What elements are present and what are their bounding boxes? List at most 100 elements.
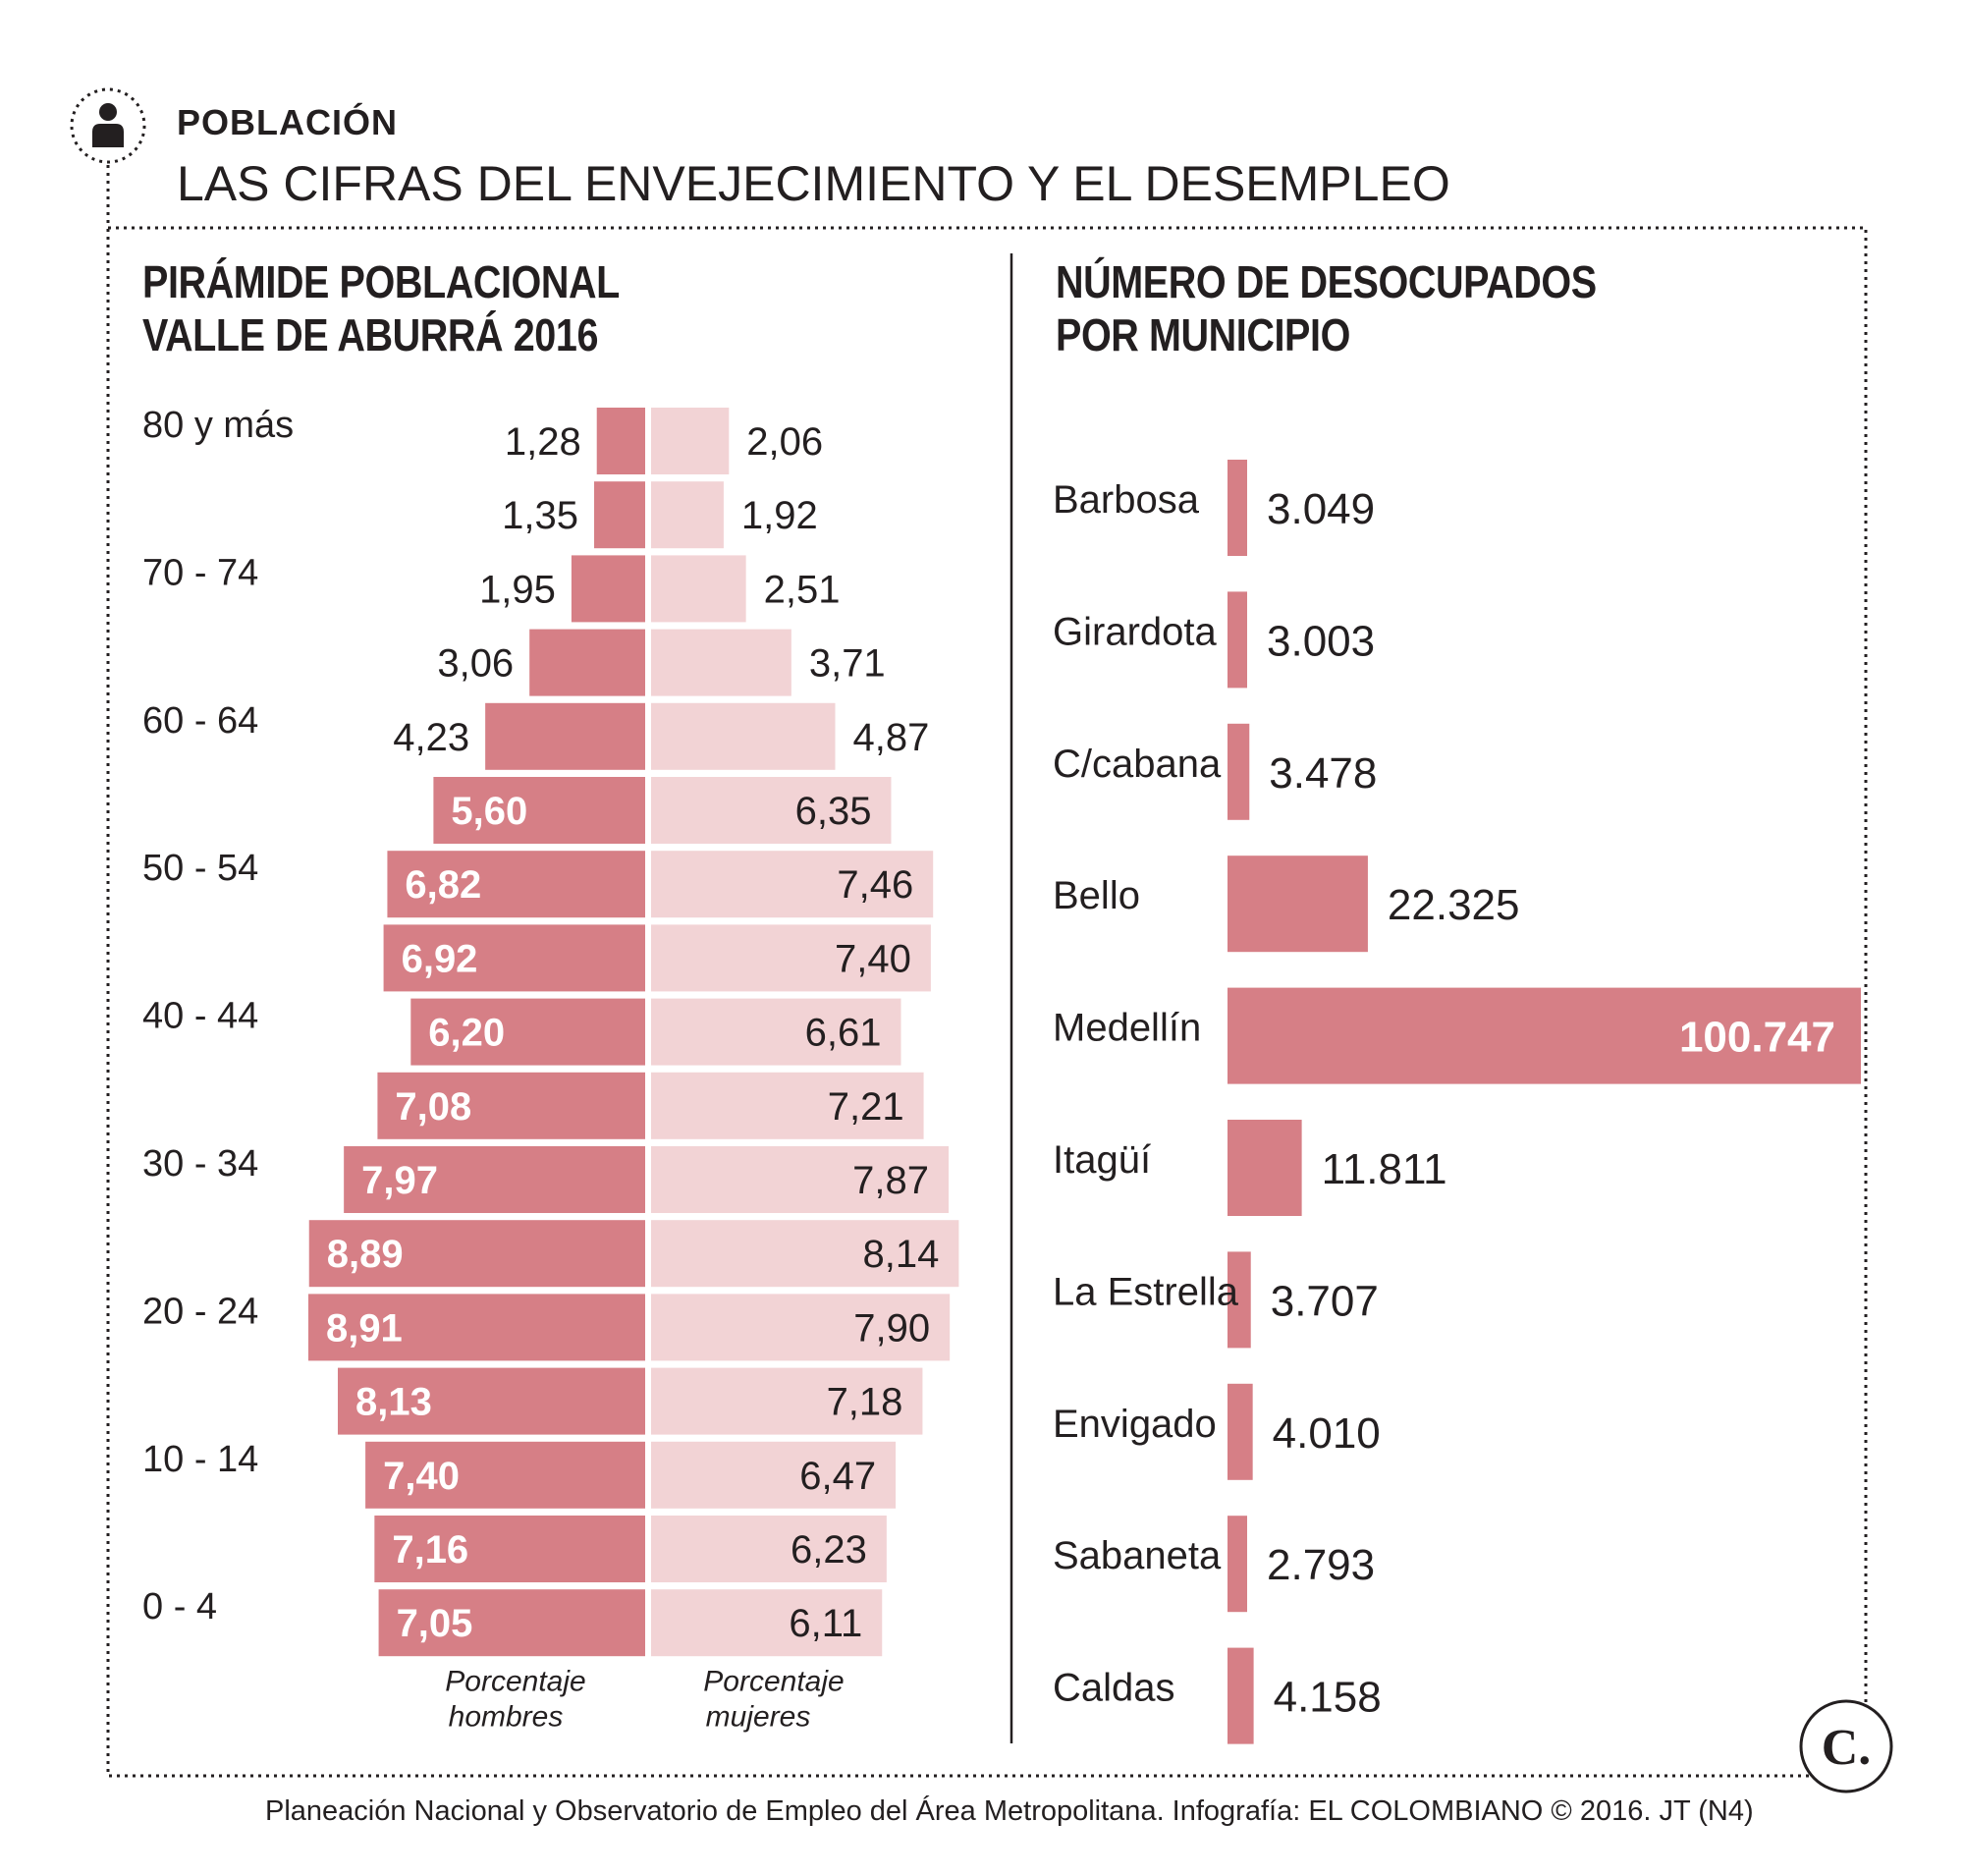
men-bar: [383, 924, 645, 992]
age-group-label: 10 - 14: [142, 1439, 258, 1480]
age-group-label: 30 - 34: [142, 1143, 258, 1185]
unemployment-value-label: 4.010: [1273, 1409, 1381, 1458]
unemployment-value-label: 100.747: [1679, 1014, 1835, 1062]
municipality-label: Bello: [1053, 874, 1140, 917]
women-bar: [651, 1146, 949, 1213]
unemployment-value-label: 22.325: [1388, 881, 1520, 929]
age-group-label: 0 - 4: [142, 1586, 217, 1628]
unemployment-bar: [1228, 1516, 1247, 1613]
women-value-label: 7,87: [852, 1159, 929, 1202]
municipality-label: Caldas: [1053, 1667, 1175, 1710]
men-value-label: 5,60: [451, 790, 527, 833]
unemployment-bar: [1228, 460, 1247, 556]
page-title: LAS CIFRAS DEL ENVEJECIMIENTO Y EL DESEM…: [177, 156, 1450, 211]
municipality-label: La Estrella: [1053, 1270, 1239, 1313]
women-bar: [651, 481, 724, 549]
municipality-label: Barbosa: [1053, 478, 1200, 522]
age-group-label: 60 - 64: [142, 700, 258, 742]
women-value-label: 2,51: [764, 568, 841, 611]
municipality-label: Girardota: [1053, 610, 1217, 653]
women-bar: [651, 1072, 924, 1139]
unemployment-value-label: 2.793: [1267, 1541, 1375, 1589]
women-bar: [651, 1516, 887, 1582]
women-bar: [651, 702, 836, 770]
women-value-label: 6,11: [789, 1602, 862, 1645]
women-value-label: 4,87: [852, 716, 929, 759]
women-value-label: 2,06: [746, 420, 823, 464]
men-value-label: 1,35: [502, 494, 578, 537]
municipality-label: Itagüí: [1053, 1138, 1151, 1182]
women-value-label: 7,40: [835, 937, 911, 980]
unemployment-title-line-1: NÚMERO DE DESOCUPADOS: [1056, 256, 1597, 307]
men-value-label: 7,05: [397, 1602, 473, 1645]
women-value-label: 6,47: [799, 1455, 876, 1498]
women-bar: [651, 1367, 923, 1435]
women-value-label: 7,90: [853, 1306, 930, 1350]
age-group-label: 80 y más: [142, 405, 294, 446]
pyramid-chart-title: PIRÁMIDE POBLACIONAL VALLE DE ABURRÁ 201…: [142, 255, 620, 361]
women-bar: [651, 1441, 897, 1509]
men-value-label: 8,91: [326, 1306, 403, 1350]
men-bar: [433, 777, 645, 844]
unemployment-chart-title: NÚMERO DE DESOCUPADOS POR MUNICIPIO: [1056, 255, 1597, 361]
men-value-label: 1,28: [505, 420, 581, 464]
municipality-label: Medellín: [1053, 1007, 1201, 1050]
men-bar: [307, 1294, 645, 1361]
unemployment-value-label: 11.811: [1322, 1145, 1447, 1193]
women-bar: [651, 777, 892, 844]
men-bar: [571, 555, 645, 623]
unemployment-title-line-2: POR MUNICIPIO: [1056, 309, 1350, 360]
unemployment-bar: [1228, 723, 1250, 820]
pyramid-title-line-1: PIRÁMIDE POBLACIONAL: [142, 256, 620, 307]
men-bar: [337, 1367, 645, 1435]
women-bar: [651, 629, 791, 696]
women-bar: [651, 1220, 959, 1288]
men-bar: [308, 1220, 645, 1288]
unemployment-value-label: 4.158: [1274, 1674, 1382, 1722]
section-label: POBLACIÓN: [177, 102, 398, 142]
frame-border: [106, 226, 1868, 1778]
men-bar: [374, 1516, 645, 1582]
women-bar: [651, 924, 931, 992]
unemployment-bar: [1228, 1120, 1302, 1216]
women-value-label: 6,61: [805, 1012, 882, 1055]
unemployment-bar: [1228, 591, 1247, 689]
men-bar: [529, 629, 645, 696]
women-bar: [651, 555, 746, 623]
women-value-label: 8,14: [863, 1233, 940, 1276]
women-bar: [651, 408, 730, 474]
men-bar: [387, 851, 645, 918]
municipality-label: Sabaneta: [1053, 1534, 1222, 1577]
women-value-label: 3,71: [809, 642, 886, 686]
men-value-label: 7,40: [383, 1455, 460, 1498]
men-bar: [594, 481, 645, 549]
women-bar: [651, 998, 901, 1066]
men-value-label: 6,92: [402, 937, 478, 980]
men-value-label: 7,08: [395, 1085, 471, 1129]
unemployment-bar: [1228, 1647, 1254, 1744]
men-bar: [485, 702, 645, 770]
age-group-label: 50 - 54: [142, 848, 258, 889]
women-series-label: mujeres: [706, 1700, 811, 1733]
unemployment-bar: [1228, 855, 1368, 953]
men-value-label: 8,89: [327, 1233, 404, 1276]
men-value-label: 4,23: [393, 716, 469, 759]
source-credit: Planeación Nacional y Observatorio de Em…: [265, 1795, 1754, 1827]
unemployment-bar: [1228, 1251, 1251, 1349]
women-value-label: 6,23: [791, 1528, 867, 1572]
person-icon: [70, 87, 146, 164]
women-bar: [651, 851, 934, 918]
municipality-label: C/cabana: [1053, 743, 1222, 786]
women-bar: [651, 1294, 951, 1361]
unemployment-value-label: 3.049: [1267, 485, 1375, 533]
logo-letter: C.: [1822, 1720, 1872, 1776]
men-value-label: 6,82: [405, 863, 481, 907]
unemployment-bar: [1228, 987, 1861, 1084]
age-group-label: 20 - 24: [142, 1291, 258, 1332]
men-bar: [377, 1072, 645, 1139]
women-series-label: Porcentaje: [703, 1665, 844, 1697]
women-value-label: 7,18: [827, 1381, 903, 1424]
unemployment-value-label: 3.003: [1267, 617, 1375, 665]
men-value-label: 6,20: [428, 1012, 505, 1055]
women-bar: [651, 1589, 883, 1657]
